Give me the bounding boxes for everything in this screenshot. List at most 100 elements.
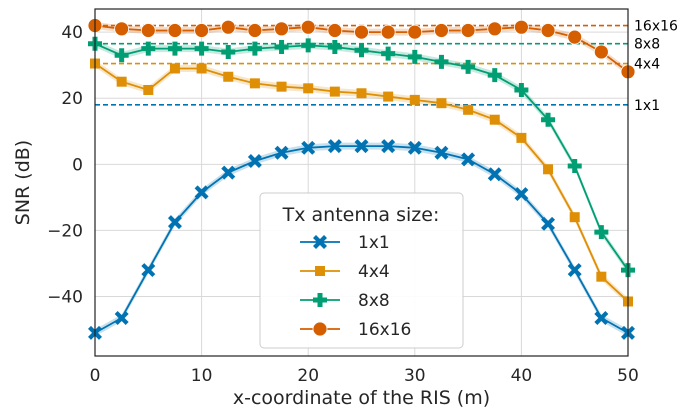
- y-axis-title: SNR (dB): [12, 140, 34, 225]
- data-point-16x16: [327, 23, 343, 38]
- data-point-8x8: [354, 43, 369, 58]
- legend-item-8x8: 8x8: [300, 291, 390, 311]
- y-tick-label: 0: [72, 155, 83, 175]
- data-point-4x4: [196, 63, 207, 74]
- data-point-16x16: [274, 21, 289, 37]
- data-point-4x4: [303, 83, 314, 94]
- x-tick-label: 50: [617, 366, 639, 386]
- legend-label-8x8: 8x8: [358, 291, 390, 311]
- data-point-8x8: [461, 59, 476, 74]
- data-point-8x8: [541, 112, 556, 127]
- y-tick-label: −40: [47, 288, 83, 308]
- data-point-4x4: [276, 81, 287, 92]
- data-point-16x16: [300, 19, 316, 35]
- data-point-4x4: [569, 212, 580, 223]
- data-point-8x8: [567, 158, 582, 173]
- data-point-8x8: [327, 40, 342, 55]
- data-point-8x8: [247, 41, 262, 56]
- data-point-1x1: [407, 140, 422, 155]
- data-point-4x4: [223, 71, 234, 82]
- data-point-1x1: [194, 185, 209, 200]
- x-axis-title: x-coordinate of the RIS (m): [233, 387, 490, 409]
- y-tick-label: 20: [61, 89, 83, 109]
- reference-line-labels: 16x16 8x8 4x4 1x1: [634, 19, 678, 114]
- y-tick-label: −20: [47, 221, 83, 241]
- tick-labels: 0 10 20 30 40 50 −40 −20 0 20 40: [47, 23, 639, 386]
- data-point-4x4: [436, 98, 447, 109]
- data-point-16x16: [434, 23, 449, 38]
- x-tick-label: 0: [90, 366, 101, 386]
- data-point-4x4: [489, 114, 500, 125]
- data-point-1x1: [274, 145, 289, 160]
- data-point-8x8: [594, 225, 609, 240]
- data-point-4x4: [249, 78, 260, 89]
- data-point-4x4: [596, 271, 607, 282]
- reference-line-label-4x4: 4x4: [634, 57, 660, 73]
- data-point-1x1: [461, 152, 476, 167]
- data-point-8x8: [301, 38, 316, 53]
- data-point-4x4: [383, 91, 394, 102]
- legend-label-16x16: 16x16: [358, 320, 411, 340]
- data-point-16x16: [194, 23, 210, 38]
- data-point-8x8: [221, 44, 236, 59]
- data-point-1x1: [567, 263, 582, 278]
- data-point-1x1: [594, 311, 609, 325]
- legend-swatch-marker-16x16: [312, 321, 328, 337]
- data-point-4x4: [356, 88, 367, 99]
- plot-frame: [94, 8, 629, 357]
- data-point-16x16: [247, 23, 263, 38]
- legend-box: [259, 192, 464, 349]
- legend-label-1x1: 1x1: [358, 233, 390, 253]
- legend-swatch-marker-1x1: [313, 235, 327, 249]
- data-point-4x4: [169, 63, 180, 74]
- series-4x4: [90, 58, 633, 307]
- x-tick-label: 40: [511, 366, 533, 386]
- data-point-16x16: [140, 23, 156, 38]
- data-point-4x4: [463, 104, 474, 115]
- legend-item-16x16: 16x16: [300, 320, 411, 340]
- data-point-16x16: [567, 29, 583, 45]
- data-point-8x8: [487, 68, 502, 83]
- data-point-8x8: [167, 41, 182, 56]
- legend-item-4x4: 4x4: [300, 262, 390, 282]
- data-point-4x4: [143, 84, 154, 95]
- x-tick-label: 20: [297, 366, 319, 386]
- data-point-8x8: [381, 46, 396, 61]
- data-point-8x8: [434, 54, 449, 69]
- data-point-4x4: [409, 94, 420, 105]
- x-tick-label: 30: [404, 366, 426, 386]
- data-point-8x8: [514, 82, 529, 97]
- data-point-4x4: [329, 86, 340, 97]
- data-point-1x1: [487, 167, 502, 182]
- data-point-1x1: [327, 139, 342, 154]
- data-point-16x16: [540, 23, 556, 38]
- data-point-1x1: [247, 154, 262, 169]
- legend-swatch-marker-4x4: [315, 266, 325, 276]
- reference-line-label-16x16: 16x16: [634, 19, 678, 35]
- data-point-16x16: [593, 44, 609, 60]
- series-8x8: [88, 36, 635, 278]
- data-point-16x16: [354, 24, 369, 40]
- data-point-1x1: [434, 145, 449, 160]
- y-tick-label: 40: [61, 23, 83, 43]
- legend-title: Tx antenna size:: [282, 204, 440, 226]
- data-point-16x16: [220, 19, 236, 35]
- data-point-4x4: [116, 76, 127, 87]
- data-point-8x8: [194, 41, 209, 56]
- data-point-16x16: [514, 19, 529, 35]
- data-point-1x1: [141, 263, 156, 278]
- legend-items: 1x1 4x4 8x8 16x16: [300, 233, 411, 340]
- x-tick-label: 10: [191, 366, 213, 386]
- data-point-16x16: [460, 23, 476, 38]
- data-point-16x16: [167, 23, 183, 38]
- legend-item-1x1: 1x1: [300, 233, 390, 253]
- data-point-8x8: [407, 49, 422, 64]
- series-16x16: [87, 18, 636, 80]
- data-point-8x8: [141, 41, 156, 56]
- data-point-16x16: [380, 24, 396, 40]
- reference-line-label-8x8: 8x8: [634, 37, 660, 53]
- data-point-16x16: [407, 24, 423, 40]
- data-point-1x1: [221, 165, 236, 180]
- data-point-16x16: [487, 21, 503, 37]
